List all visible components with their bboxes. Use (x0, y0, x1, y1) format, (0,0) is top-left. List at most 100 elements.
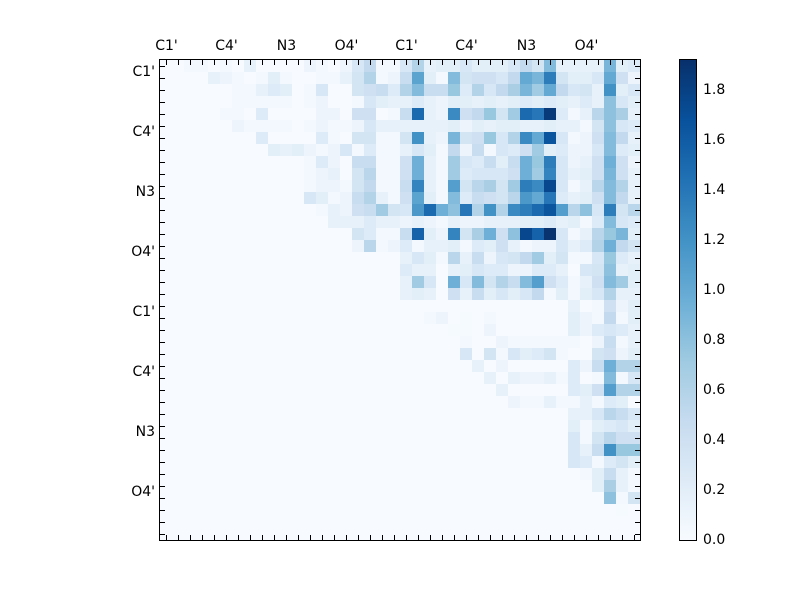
tick-mark (382, 535, 383, 540)
heatmap-cell (616, 456, 628, 468)
heatmap-cell (472, 156, 484, 168)
heatmap-cell (472, 252, 484, 264)
heatmap-cell (340, 144, 352, 156)
heatmap-cell (472, 72, 484, 84)
heatmap-cell (448, 228, 460, 240)
heatmap-cell (352, 72, 364, 84)
heatmap-cell (388, 204, 400, 216)
heatmap-cell (616, 228, 628, 240)
heatmap-cell (364, 144, 376, 156)
heatmap-cell (604, 420, 616, 432)
heatmap-cell (592, 204, 604, 216)
heatmap-cell (508, 132, 520, 144)
heatmap-cell (352, 96, 364, 108)
heatmap-cell (568, 360, 580, 372)
heatmap-cell (472, 168, 484, 180)
heatmap-cell (412, 204, 424, 216)
tick-mark (298, 535, 299, 540)
tick-mark (635, 402, 640, 403)
heatmap-cell (472, 264, 484, 276)
heatmap-cell (520, 240, 532, 252)
heatmap-cell (412, 228, 424, 240)
tick-mark (635, 102, 640, 103)
tick-mark (635, 114, 640, 115)
heatmap-cell (376, 156, 388, 168)
heatmap-cell (556, 84, 568, 96)
heatmap-cell (280, 120, 292, 132)
heatmap-cell (388, 228, 400, 240)
heatmap-cell (364, 108, 376, 120)
tick-mark (635, 222, 640, 223)
tick-mark (635, 522, 640, 523)
heatmap-cell (316, 132, 328, 144)
tick-mark (226, 60, 227, 65)
tick-mark (160, 174, 165, 175)
heatmap-cell (544, 108, 556, 120)
heatmap-cell (508, 276, 520, 288)
x-tick-label: C4' (215, 38, 238, 54)
heatmap-cell (604, 192, 616, 204)
colorbar-tick-label: 0.8 (703, 332, 726, 348)
tick-mark (160, 534, 165, 535)
y-tick-label: C1' (132, 304, 155, 320)
heatmap-cell (616, 480, 628, 492)
y-tick-label: N3 (135, 184, 155, 200)
heatmap-cell (316, 180, 328, 192)
heatmap-cell (448, 216, 460, 228)
heatmap-cell (448, 192, 460, 204)
heatmap-cell (580, 156, 592, 168)
tick-mark (160, 78, 165, 79)
heatmap-cell (448, 144, 460, 156)
heatmap-cell (436, 156, 448, 168)
heatmap-cell (532, 120, 544, 132)
heatmap-cell (352, 84, 364, 96)
heatmap-cell (604, 228, 616, 240)
tick-mark (202, 535, 203, 540)
heatmap-cell (400, 72, 412, 84)
heatmap-cell (448, 204, 460, 216)
heatmap-cell (256, 132, 268, 144)
heatmap-cell (412, 240, 424, 252)
x-tick-label: O4' (334, 38, 359, 54)
heatmap-cell (484, 228, 496, 240)
heatmap-cell (544, 228, 556, 240)
heatmap-cell (268, 72, 280, 84)
tick-mark (160, 354, 165, 355)
tick-mark (226, 535, 227, 540)
heatmap-cell (544, 276, 556, 288)
heatmap-cell (568, 420, 580, 432)
heatmap-cell (448, 180, 460, 192)
heatmap-cell (448, 240, 460, 252)
heatmap-cell (400, 144, 412, 156)
heatmap-cell (580, 72, 592, 84)
heatmap-cell (556, 372, 568, 384)
heatmap-cell (460, 60, 472, 72)
heatmap-cell (568, 168, 580, 180)
heatmap-cell (556, 264, 568, 276)
heatmap-cell (352, 144, 364, 156)
heatmap-cell (532, 228, 544, 240)
heatmap-cell (592, 432, 604, 444)
heatmap-cell (556, 132, 568, 144)
heatmap-cell (616, 444, 628, 456)
heatmap-cell (616, 324, 628, 336)
heatmap-cell (496, 336, 508, 348)
tick-mark (635, 342, 640, 343)
heatmap-cell (436, 96, 448, 108)
heatmap-cell (460, 156, 472, 168)
heatmap-cell (592, 288, 604, 300)
heatmap-cell (460, 216, 472, 228)
heatmap-cell (592, 396, 604, 408)
heatmap-cell (628, 84, 640, 96)
heatmap-cell (508, 348, 520, 360)
heatmap-cell (484, 108, 496, 120)
heatmap-cell (400, 228, 412, 240)
heatmap-cell (448, 252, 460, 264)
heatmap-cell (388, 108, 400, 120)
heatmap-cell (460, 276, 472, 288)
heatmap-cell (340, 216, 352, 228)
heatmap-cell (352, 204, 364, 216)
tick-mark (214, 60, 215, 65)
heatmap-cell (532, 288, 544, 300)
heatmap-cell (448, 324, 460, 336)
